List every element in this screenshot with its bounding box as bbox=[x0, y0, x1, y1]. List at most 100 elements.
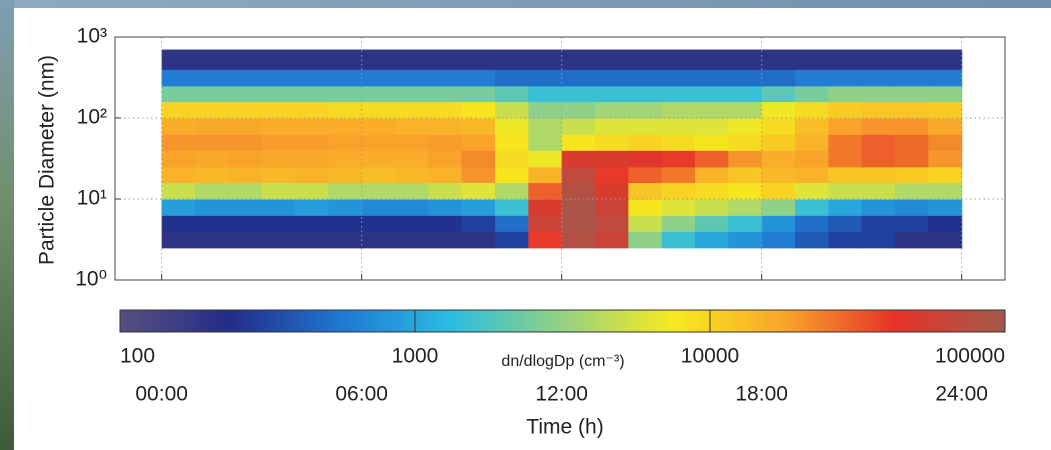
heat-cell bbox=[161, 150, 196, 168]
heat-cell bbox=[828, 150, 863, 168]
heat-cell bbox=[328, 150, 363, 168]
heat-cell bbox=[661, 118, 696, 135]
heat-cell bbox=[795, 134, 829, 151]
heat-cell bbox=[795, 69, 829, 87]
heat-cell bbox=[395, 69, 429, 87]
heat-cell bbox=[795, 199, 829, 216]
heat-cell bbox=[795, 166, 829, 184]
heat-cell bbox=[561, 118, 596, 135]
heat-cell bbox=[161, 69, 196, 87]
heat-cell bbox=[928, 101, 963, 119]
heat-cell bbox=[595, 134, 629, 151]
heat-cell bbox=[828, 166, 863, 184]
heat-cell bbox=[495, 182, 529, 200]
heat-cell bbox=[528, 150, 563, 168]
heat-cell bbox=[395, 199, 429, 216]
heat-cell bbox=[528, 69, 563, 87]
heat-cell bbox=[728, 231, 763, 249]
heat-cell bbox=[461, 118, 496, 135]
heat-cell bbox=[361, 199, 396, 216]
heat-cell bbox=[628, 118, 663, 135]
colorbar-tick-label: 100000 bbox=[935, 345, 1005, 368]
heat-cell bbox=[595, 150, 629, 168]
heat-cell bbox=[528, 231, 563, 249]
heat-cell bbox=[228, 134, 263, 151]
heat-cell bbox=[195, 101, 229, 119]
heat-cell bbox=[928, 85, 963, 103]
heat-cell bbox=[428, 231, 463, 249]
heat-cell bbox=[328, 101, 363, 119]
heat-cell bbox=[161, 166, 196, 184]
heat-cell bbox=[728, 85, 763, 103]
heat-cell bbox=[561, 85, 596, 103]
heat-cell bbox=[395, 215, 429, 232]
heat-cell bbox=[161, 49, 196, 70]
heat-cell bbox=[495, 166, 529, 184]
heat-cell bbox=[828, 69, 863, 87]
heat-cell bbox=[495, 49, 529, 70]
heat-cell bbox=[495, 118, 529, 135]
heat-cell bbox=[295, 134, 329, 151]
y-tick-label: 10² bbox=[77, 106, 107, 129]
heat-cell bbox=[228, 231, 263, 249]
heat-cell bbox=[295, 215, 329, 232]
heat-cell bbox=[328, 134, 363, 151]
heat-cell bbox=[395, 231, 429, 249]
heat-cell bbox=[795, 231, 829, 249]
heat-cell bbox=[795, 101, 829, 119]
heat-cell bbox=[828, 49, 863, 70]
heat-cell bbox=[295, 166, 329, 184]
heat-cell bbox=[261, 101, 296, 119]
heat-cell bbox=[861, 150, 896, 168]
heat-cell bbox=[261, 231, 296, 249]
heat-cell bbox=[528, 49, 563, 70]
heat-cell bbox=[628, 231, 663, 249]
heat-cell bbox=[761, 182, 796, 200]
heat-cell bbox=[628, 134, 663, 151]
heat-cell bbox=[595, 182, 629, 200]
heat-cell bbox=[861, 85, 896, 103]
heat-cell bbox=[928, 134, 963, 151]
heat-cell bbox=[228, 199, 263, 216]
heat-cell bbox=[895, 166, 929, 184]
heat-cell bbox=[695, 182, 729, 200]
heat-cell bbox=[161, 85, 196, 103]
heat-cell bbox=[828, 231, 863, 249]
heat-cell bbox=[828, 134, 863, 151]
heat-cell bbox=[761, 69, 796, 87]
heat-cell bbox=[695, 85, 729, 103]
heat-cell bbox=[795, 85, 829, 103]
heat-cell bbox=[561, 215, 596, 232]
heat-cell bbox=[361, 231, 396, 249]
heat-cell bbox=[795, 150, 829, 168]
heat-cell bbox=[728, 49, 763, 70]
heat-cell bbox=[761, 101, 796, 119]
heat-cell bbox=[628, 182, 663, 200]
heat-cell bbox=[228, 49, 263, 70]
heat-cell bbox=[595, 166, 629, 184]
heat-cell bbox=[928, 231, 963, 249]
heat-cell bbox=[261, 182, 296, 200]
heat-cell bbox=[528, 215, 563, 232]
heat-cell bbox=[695, 215, 729, 232]
heat-cell bbox=[928, 182, 963, 200]
heat-cell bbox=[395, 49, 429, 70]
heat-cell bbox=[928, 49, 963, 70]
heat-cell bbox=[261, 118, 296, 135]
heat-cell bbox=[461, 215, 496, 232]
heat-cell bbox=[228, 101, 263, 119]
heat-cell bbox=[461, 231, 496, 249]
heat-cell bbox=[595, 215, 629, 232]
heat-cell bbox=[461, 134, 496, 151]
heat-cell bbox=[695, 166, 729, 184]
heat-cell bbox=[728, 150, 763, 168]
heat-cell bbox=[461, 182, 496, 200]
heat-cell bbox=[728, 118, 763, 135]
heat-cell bbox=[328, 182, 363, 200]
y-tick-label: 10⁰ bbox=[75, 268, 107, 291]
heat-cell bbox=[195, 166, 229, 184]
heat-cell bbox=[195, 215, 229, 232]
heat-cell bbox=[928, 118, 963, 135]
heat-cell bbox=[495, 215, 529, 232]
heat-cell bbox=[828, 199, 863, 216]
